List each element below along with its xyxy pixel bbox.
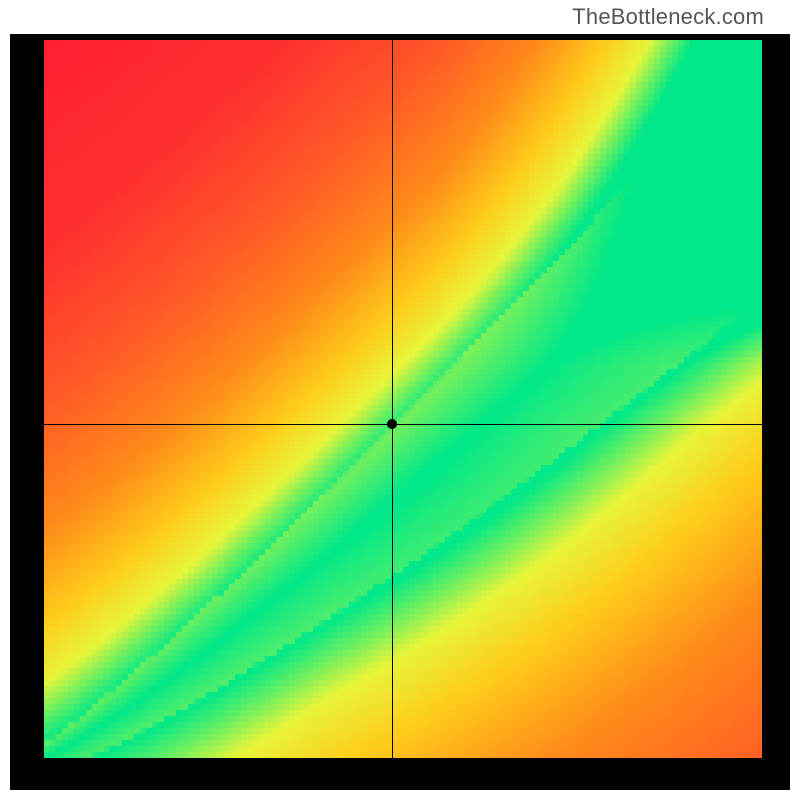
watermark-text: TheBottleneck.com [572, 4, 764, 30]
plot-area [44, 40, 762, 758]
outer-frame [10, 34, 790, 790]
chart-container: TheBottleneck.com [0, 0, 800, 800]
crosshair-vertical [392, 40, 393, 758]
heatmap-canvas [44, 40, 762, 758]
data-point-marker [387, 419, 397, 429]
crosshair-horizontal [44, 424, 762, 425]
